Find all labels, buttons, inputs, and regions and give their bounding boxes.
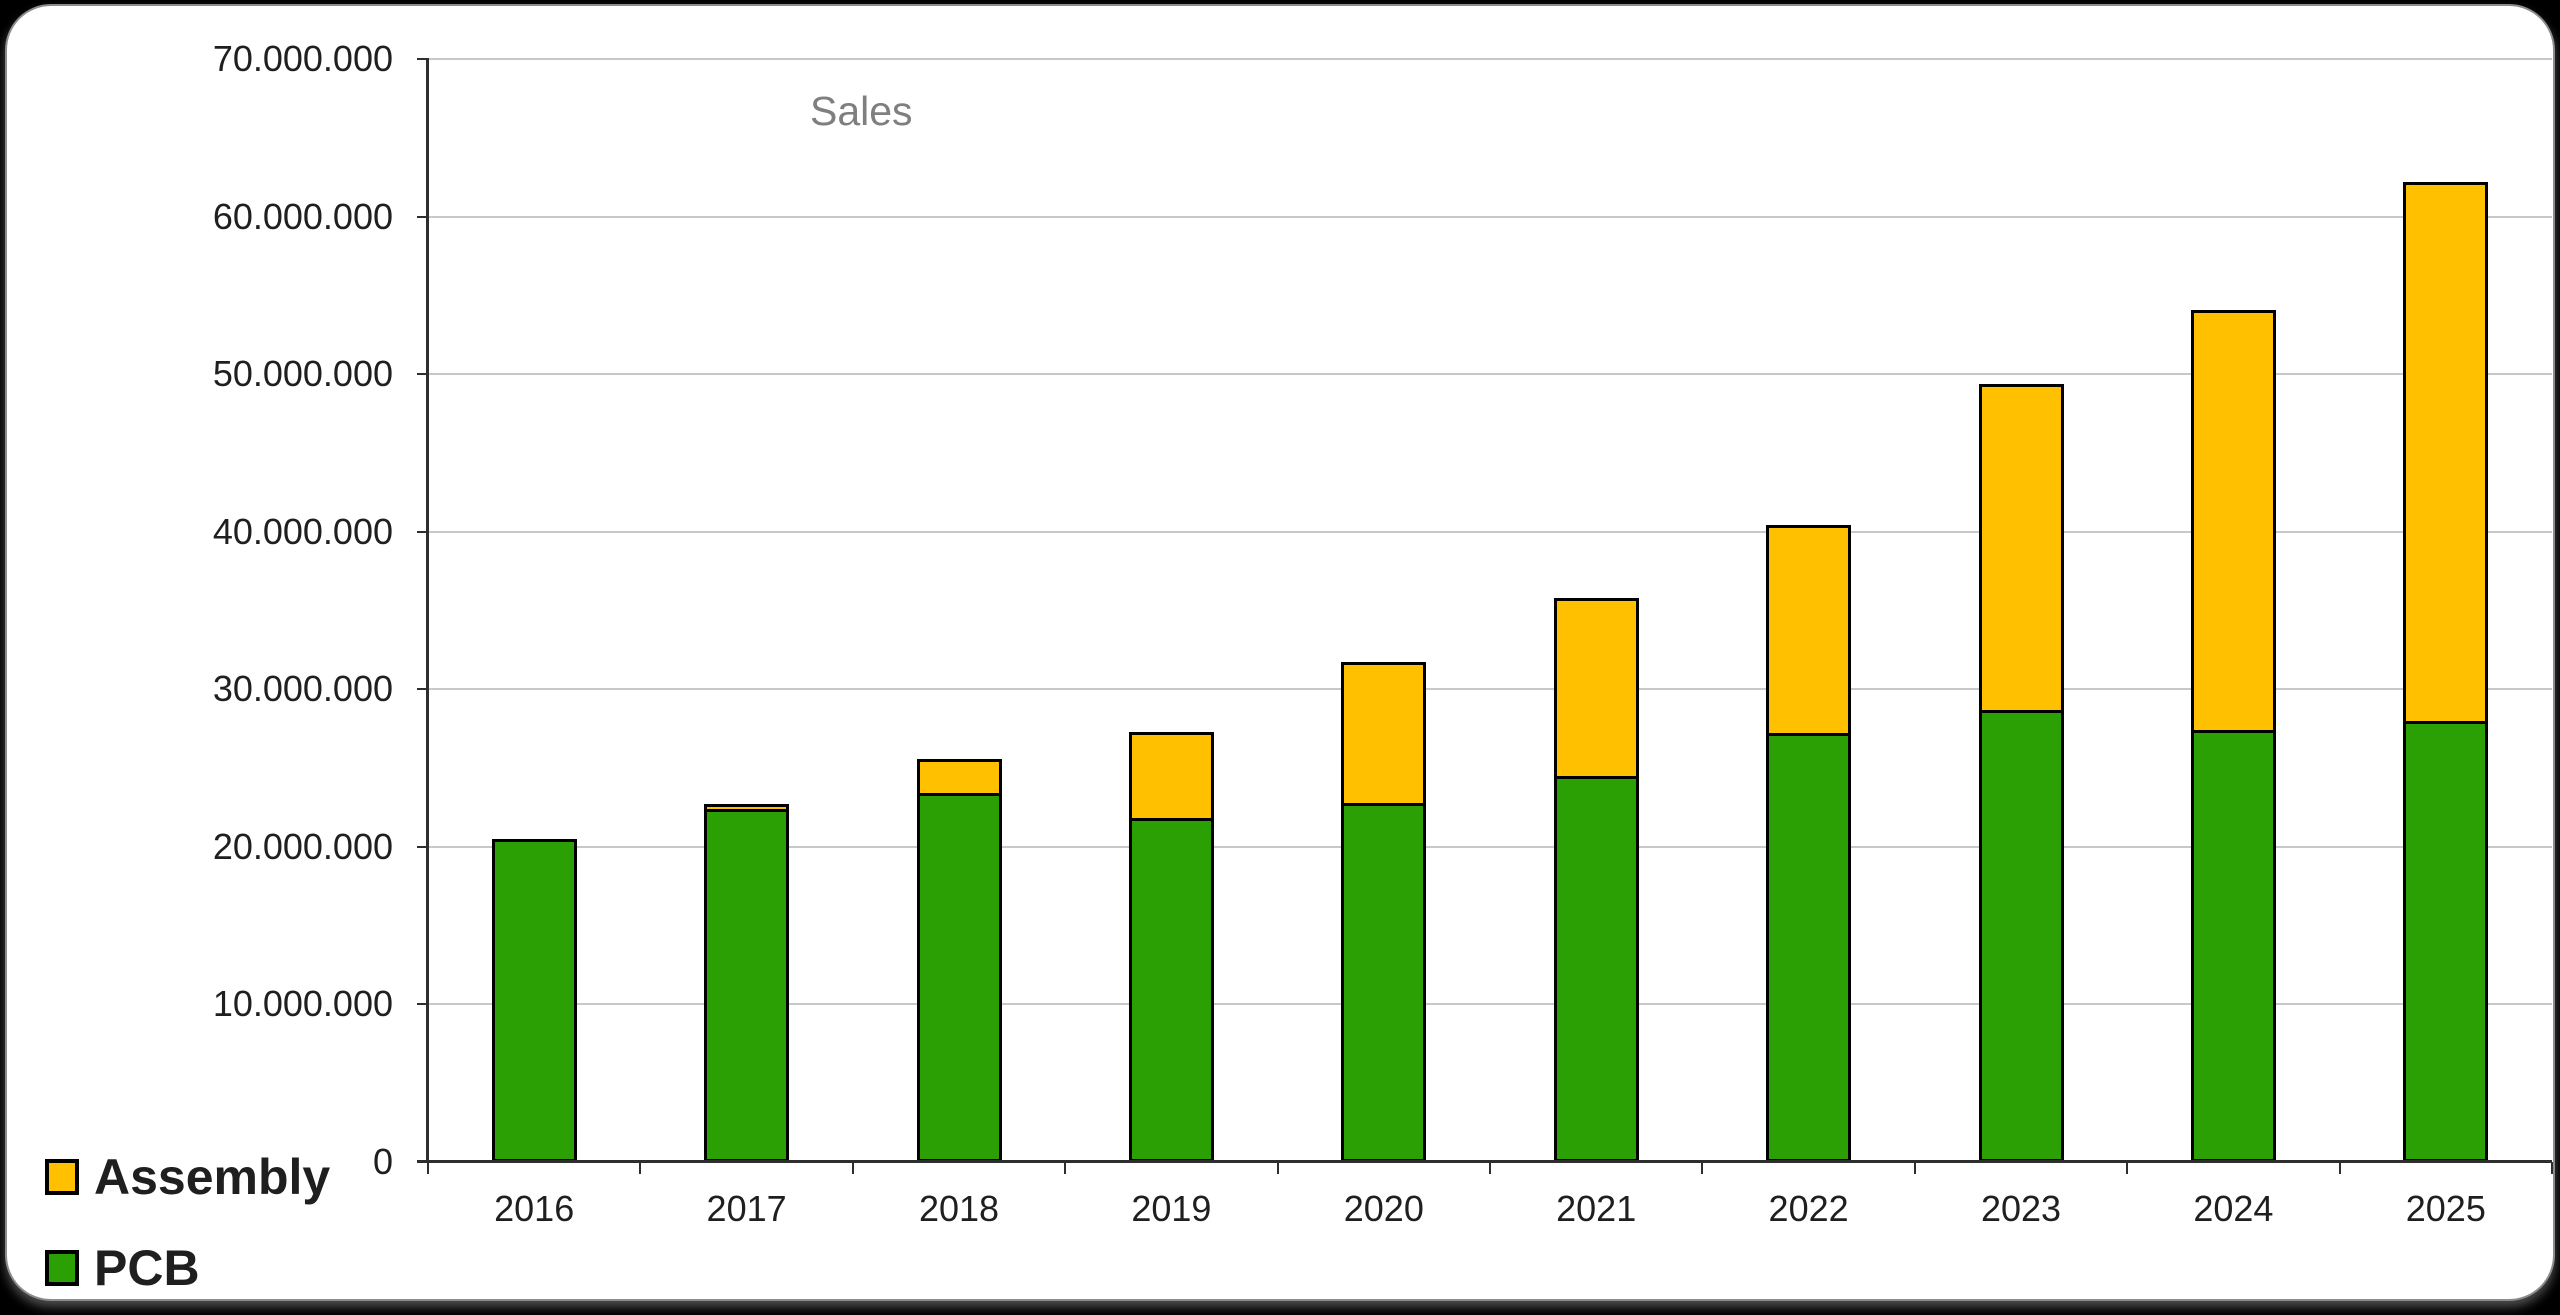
y-tick-label: 60.000.000 bbox=[212, 195, 393, 237]
legend-swatch-assembly bbox=[45, 1159, 79, 1195]
y-tick bbox=[417, 373, 428, 376]
bar-segment-pcb-2023 bbox=[1981, 709, 2061, 1159]
bar-segment-pcb-2019 bbox=[1131, 818, 1211, 1159]
bar-segment-pcb-2017 bbox=[707, 809, 787, 1159]
x-tick-label: 2022 bbox=[1768, 1188, 1849, 1229]
x-tick bbox=[2338, 1162, 2341, 1174]
x-tick-label: 2016 bbox=[494, 1188, 575, 1229]
y-tick-label: 10.000.000 bbox=[212, 983, 393, 1025]
y-tick-label: 20.000.000 bbox=[212, 825, 393, 867]
plot-area: 0 10.000.000 20.000.000 30.000.000 40.000.00… bbox=[7, 6, 2553, 1299]
y-tick-label: 0 bbox=[372, 1141, 393, 1182]
y-tick-label: 40.000.000 bbox=[212, 510, 393, 552]
y-tick bbox=[417, 215, 428, 218]
x-tick-label: 2020 bbox=[1343, 1188, 1424, 1229]
bar-segment-pcb-2024 bbox=[2193, 730, 2273, 1159]
x-tick-label: 2018 bbox=[918, 1188, 1000, 1229]
x-tick-label: 2021 bbox=[1556, 1188, 1637, 1229]
bar-2022 bbox=[1766, 525, 1852, 1162]
chart-title: Sales bbox=[810, 88, 913, 134]
bar-2020 bbox=[1341, 662, 1427, 1162]
bar-2023 bbox=[1978, 383, 2064, 1162]
y-axis-line bbox=[426, 58, 429, 1163]
x-tick bbox=[1913, 1162, 1916, 1174]
bar-2017 bbox=[704, 804, 790, 1162]
bar-2025 bbox=[2403, 181, 2489, 1162]
bar-segment-pcb-2022 bbox=[1769, 733, 1849, 1159]
chart-panel: Sales 0 10.000.000 20.000.000 30.000.000 40.… bbox=[5, 4, 2555, 1301]
bar-segment-pcb-2016 bbox=[494, 841, 574, 1159]
y-tick bbox=[417, 530, 428, 533]
bar-2021 bbox=[1553, 597, 1639, 1162]
x-tick bbox=[1489, 1162, 1491, 1174]
bar-segment-pcb-2025 bbox=[2406, 720, 2486, 1159]
x-tick-label: 2025 bbox=[2405, 1188, 2486, 1229]
gridline bbox=[428, 373, 2552, 376]
legend-swatch-pcb bbox=[45, 1250, 79, 1286]
legend-row-pcb: PCB bbox=[45, 1240, 200, 1296]
legend-label-pcb: PCB bbox=[94, 1240, 200, 1296]
gridline bbox=[428, 1003, 2552, 1006]
x-tick-label: 2019 bbox=[1131, 1188, 1212, 1229]
gridline bbox=[428, 688, 2552, 691]
y-tick-label: 70.000.000 bbox=[212, 38, 393, 79]
x-tick bbox=[427, 1162, 429, 1174]
x-axis-line bbox=[417, 1160, 2552, 1163]
bar-segment-pcb-2020 bbox=[1344, 802, 1424, 1159]
bar-2019 bbox=[1128, 731, 1214, 1162]
bar-segment-pcb-2018 bbox=[919, 793, 999, 1159]
legend-row-assembly: Assembly bbox=[45, 1149, 330, 1205]
y-tick bbox=[417, 58, 428, 60]
x-tick bbox=[1064, 1162, 1067, 1174]
x-tick bbox=[2551, 1162, 2553, 1174]
bar-2024 bbox=[2190, 309, 2276, 1162]
y-tick bbox=[417, 845, 428, 848]
y-tick-label: 50.000.000 bbox=[212, 353, 393, 395]
gridline bbox=[428, 58, 2552, 60]
y-tick bbox=[417, 688, 428, 691]
x-tick bbox=[1701, 1162, 1704, 1174]
gridline bbox=[428, 215, 2552, 218]
x-tick bbox=[1276, 1162, 1279, 1174]
x-tick bbox=[851, 1162, 854, 1174]
x-tick-label: 2023 bbox=[1980, 1188, 2062, 1229]
y-tick-label: 30.000.000 bbox=[212, 668, 393, 710]
x-tick bbox=[2126, 1162, 2129, 1174]
bar-2016 bbox=[491, 838, 577, 1162]
y-tick bbox=[417, 1003, 428, 1006]
gridline bbox=[428, 530, 2552, 533]
gridline bbox=[428, 845, 2552, 848]
x-tick-label: 2017 bbox=[706, 1188, 787, 1229]
bar-segment-pcb-2021 bbox=[1556, 775, 1636, 1159]
legend-label-assembly: Assembly bbox=[94, 1149, 331, 1205]
bar-2018 bbox=[916, 758, 1002, 1162]
x-tick-label: 2024 bbox=[2193, 1188, 2274, 1229]
x-tick bbox=[639, 1162, 642, 1174]
